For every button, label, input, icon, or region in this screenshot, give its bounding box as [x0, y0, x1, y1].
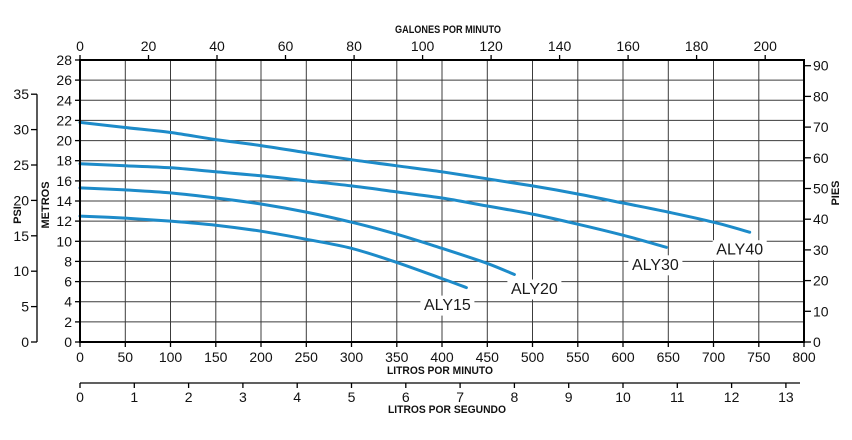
pies-tick-label: 60: [813, 150, 829, 166]
lpm-tick-label: 400: [430, 349, 454, 365]
curve-labels: ALY40 ALY30 ALY20 ALY15: [420, 240, 767, 316]
lps-tick-label: 7: [456, 389, 464, 405]
pies-tick-label: 30: [813, 242, 829, 258]
curve-label-aly40: ALY40: [716, 242, 763, 259]
curve-label-background: [712, 240, 767, 261]
lpm-tick-label: 700: [702, 349, 726, 365]
lps-tick-label: 3: [239, 389, 247, 405]
gpm-tick-label: 80: [346, 38, 362, 54]
gpm-tick-label: 20: [141, 38, 157, 54]
lpm-axis-title: LITROS POR MINUTO: [387, 365, 493, 377]
lpm-tick-label: 500: [521, 349, 545, 365]
metros-tick-label: 24: [56, 92, 72, 108]
metros-tick-label: 4: [64, 294, 72, 310]
metros-tick-label: 28: [56, 52, 72, 68]
lpm-tick-label: 300: [340, 349, 364, 365]
metros-tick-label: 26: [56, 72, 72, 88]
pies-tick-label: 0: [813, 334, 821, 350]
gpm-tick-label: 160: [616, 38, 640, 54]
lpm-tick-label: 50: [118, 349, 134, 365]
gpm-tick-label: 40: [209, 38, 225, 54]
lpm-tick-label: 800: [792, 349, 816, 365]
gpm-tick-label: 100: [411, 38, 435, 54]
psi-tick-label: 5: [21, 299, 29, 315]
gpm-tick-label: 0: [76, 38, 84, 54]
pies-tick-label: 50: [813, 181, 829, 197]
lps-tick-label: 11: [670, 389, 685, 405]
lpm-tick-label: 200: [249, 349, 273, 365]
series-line-aly30: [78, 162, 668, 249]
curve-label-background: [507, 279, 562, 300]
metros-tick-label: 2: [64, 314, 72, 330]
psi-axis-title: PSI: [12, 206, 24, 224]
gpm-tick-label: 200: [754, 38, 778, 54]
metros-tick-label: 10: [56, 233, 72, 249]
metros-tick-label: 18: [56, 153, 72, 169]
curve-label-background: [420, 295, 475, 316]
lps-tick-label: 2: [185, 389, 193, 405]
curve-label-aly20: ALY20: [511, 281, 558, 298]
lps-tick-label: 10: [615, 389, 631, 405]
lps-tick-label: 1: [130, 389, 138, 405]
pies-tick-label: 90: [813, 58, 829, 74]
lps-tick-label: 13: [778, 389, 794, 405]
lps-tick-label: 4: [293, 389, 301, 405]
gpm-tick-label: 120: [479, 38, 503, 54]
lps-axis-title: LITROS POR SEGUNDO: [388, 404, 506, 416]
psi-tick-label: 20: [13, 192, 29, 208]
lpm-tick-label: 600: [611, 349, 635, 365]
gpm-tick-label: 140: [548, 38, 572, 54]
psi-tick-label: 0: [21, 334, 29, 350]
pies-tick-label: 10: [813, 303, 829, 319]
metros-tick-label: 22: [56, 112, 72, 128]
psi-tick-label: 35: [13, 86, 29, 102]
series-line-aly40: [78, 120, 752, 234]
pies-tick-label: 80: [813, 88, 829, 104]
pies-tick-label: 40: [813, 211, 829, 227]
metros-tick-label: 16: [56, 173, 72, 189]
pies-axis-title: PIES: [830, 180, 842, 205]
lps-tick-label: 12: [724, 389, 740, 405]
gpm-tick-label: 180: [685, 38, 709, 54]
lpm-tick-label: 350: [385, 349, 409, 365]
metros-tick-label: 12: [56, 213, 72, 229]
gpm-tick-label: 60: [278, 38, 294, 54]
lpm-tick-label: 750: [747, 349, 771, 365]
pies-tick-label: 70: [813, 119, 829, 135]
lps-tick-label: 5: [348, 389, 356, 405]
psi-tick-label: 15: [13, 228, 29, 244]
metros-tick-label: 0: [64, 334, 72, 350]
psi-tick-label: 30: [13, 122, 29, 138]
lpm-tick-label: 450: [476, 349, 500, 365]
lpm-tick-label: 550: [566, 349, 590, 365]
curve-label-aly30: ALY30: [632, 257, 679, 274]
lpm-tick-label: 0: [76, 349, 84, 365]
psi-tick-label: 25: [13, 157, 29, 173]
metros-tick-label: 20: [56, 133, 72, 149]
metros-tick-label: 6: [64, 274, 72, 290]
pies-tick-label: 20: [813, 273, 829, 289]
lpm-tick-label: 650: [657, 349, 681, 365]
lpm-tick-label: 150: [204, 349, 228, 365]
metros-tick-label: 8: [64, 253, 72, 269]
series-line-aly20: [78, 186, 516, 276]
curve-label-aly15: ALY15: [424, 297, 471, 314]
lps-tick-label: 0: [76, 389, 84, 405]
lpm-tick-label: 100: [159, 349, 183, 365]
lps-tick-label: 9: [565, 389, 573, 405]
psi-tick-label: 10: [13, 263, 29, 279]
axes: 0 50 100 150 200 250 300 350 400 450 500 550 600 650 7…: [13, 38, 828, 405]
curve-label-background: [628, 255, 683, 276]
plot-grid: [80, 60, 804, 342]
lps-tick-label: 8: [511, 389, 519, 405]
lpm-tick-label: 250: [295, 349, 319, 365]
metros-axis-title: METROS: [40, 181, 52, 228]
pump-curves: [78, 120, 752, 290]
series-line-aly15: [78, 214, 468, 290]
metros-tick-label: 14: [56, 193, 72, 209]
gpm-axis-title: GALONES POR MINUTO: [395, 24, 501, 36]
lps-tick-label: 6: [402, 389, 410, 405]
